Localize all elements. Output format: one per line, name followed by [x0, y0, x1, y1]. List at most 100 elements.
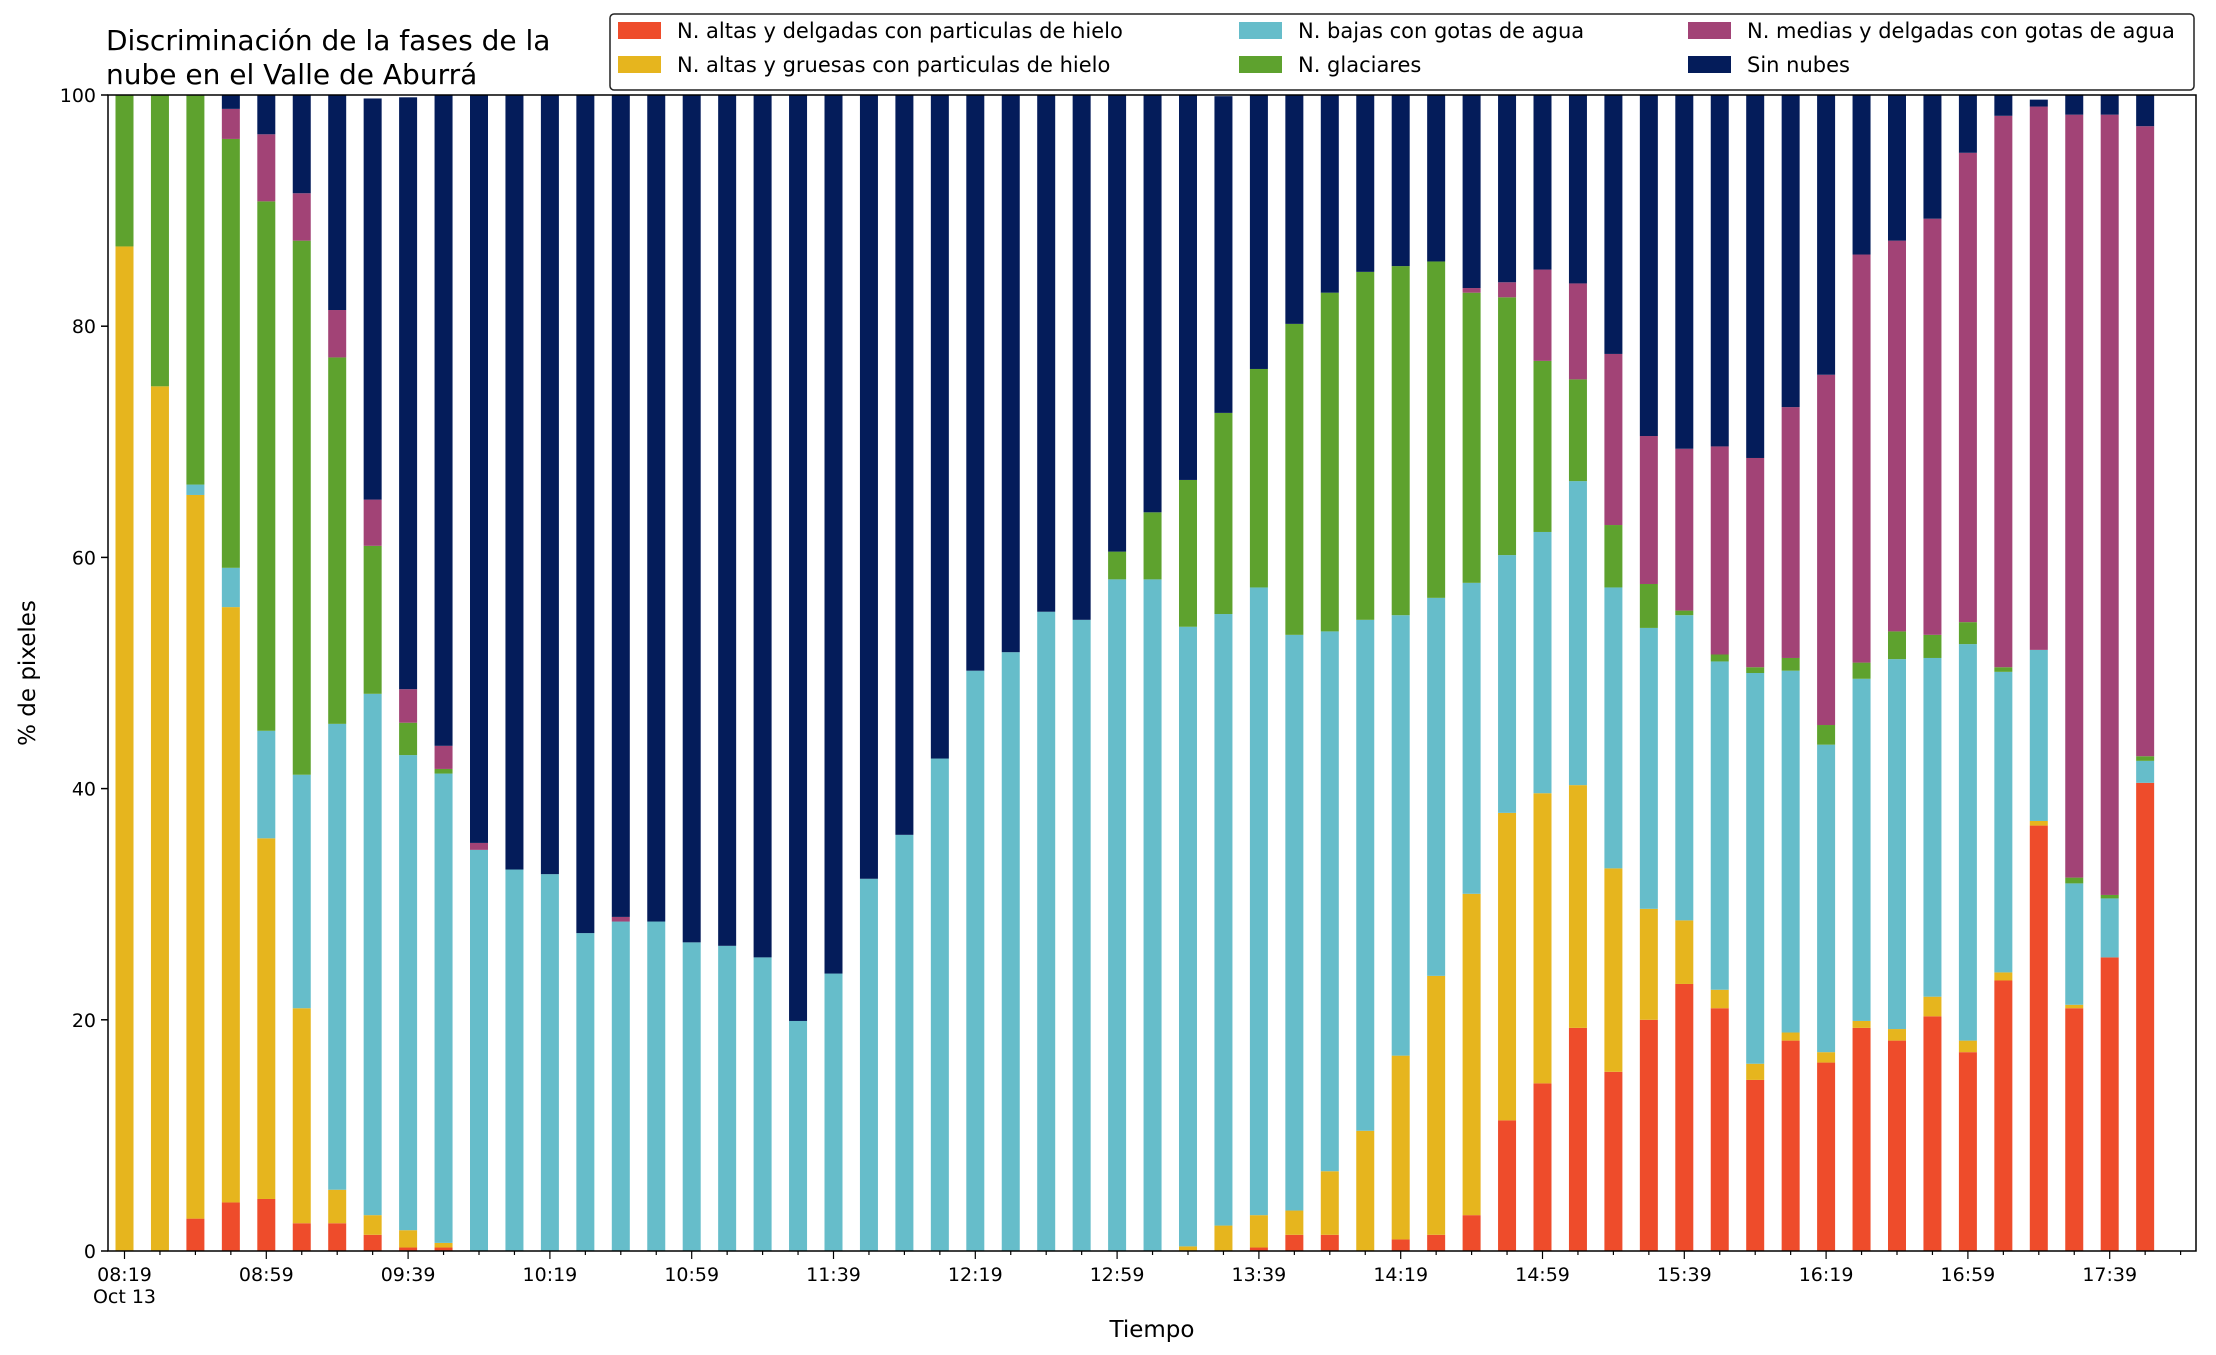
- bar-segment: [1108, 95, 1127, 552]
- x-axis-label: Tiempo: [1109, 1317, 1195, 1343]
- bar-segment: [1817, 1062, 1836, 1251]
- y-tick-label: 40: [72, 779, 96, 801]
- legend-frame: [609, 13, 2195, 91]
- bar-segment: [399, 97, 418, 690]
- bar-segment: [1852, 1027, 1871, 1251]
- bar-segment: [1888, 1040, 1906, 1251]
- bar-segment: [1675, 615, 1694, 921]
- bar-segment: [1604, 95, 1623, 354]
- bar-segment: [1462, 582, 1481, 894]
- bar-segment: [1888, 631, 1906, 660]
- bar-segment: [186, 1218, 205, 1251]
- bar-segment: [1462, 1215, 1481, 1251]
- bar-segment: [363, 98, 382, 500]
- bar-segment: [718, 945, 737, 1251]
- bar-segment: [1427, 261, 1446, 598]
- bar-segment: [1320, 631, 1339, 1172]
- bar-segment: [328, 1189, 347, 1224]
- bar-segment: [363, 545, 382, 694]
- bar-segment: [1285, 1234, 1304, 1251]
- bar-segment: [1568, 1027, 1587, 1251]
- legend-label: N. bajas con gotas de agua: [1298, 19, 1584, 43]
- bar-segment: [1214, 1225, 1233, 1251]
- x-tick-label: 17:39: [2082, 1264, 2137, 1286]
- bar-segment: [1888, 1029, 1906, 1041]
- bar-segment: [1498, 555, 1517, 813]
- bar-segment: [1923, 218, 1942, 635]
- bar-segment: [1852, 95, 1871, 255]
- x-tick-label: 09:39: [381, 1264, 436, 1286]
- bar-segment: [1391, 615, 1410, 1056]
- bar-segment: [257, 95, 276, 135]
- bar-segment: [1746, 457, 1765, 668]
- bar-segment: [1391, 1239, 1410, 1251]
- chart-title-line-1: Discriminación de la fases de la: [106, 24, 550, 57]
- bar-segment: [115, 95, 134, 247]
- legend-label: Sin nubes: [1747, 53, 1850, 77]
- bar-segment: [257, 730, 276, 839]
- bar-segment: [2136, 126, 2155, 757]
- bar-segment: [221, 138, 240, 568]
- bar-segment: [1249, 1215, 1268, 1248]
- bar-segment: [895, 95, 914, 835]
- bar-segment: [1533, 269, 1552, 361]
- bar-segment: [328, 1223, 347, 1251]
- bar-segment: [1994, 115, 2013, 668]
- bar-segment: [1179, 1246, 1197, 1251]
- x-tick-label: 13:39: [1232, 1264, 1287, 1286]
- bar-segment: [363, 1215, 382, 1235]
- bar-segment: [1108, 551, 1127, 580]
- bar-segment: [1249, 587, 1268, 1216]
- bar-segment: [1746, 1063, 1765, 1080]
- bar-segment: [2136, 782, 2155, 1251]
- bar-segment: [1179, 626, 1197, 1247]
- bar-segment: [2029, 820, 2048, 826]
- chart-title-line-2: nube en el Valle de Aburrá: [106, 58, 477, 91]
- legend-label: N. altas y delgadas con particulas de hi…: [677, 19, 1123, 43]
- y-tick-label: 60: [72, 547, 96, 569]
- bar-segment: [2029, 649, 2048, 821]
- bar-segment: [2065, 114, 2084, 878]
- bar-segment: [115, 246, 134, 1251]
- bar-segment: [257, 838, 276, 1199]
- bar-segment: [1710, 989, 1729, 1009]
- bar-segment: [1817, 725, 1836, 745]
- bar-segment: [753, 957, 772, 1251]
- bar-segment: [1675, 983, 1694, 1251]
- bar-segment: [363, 499, 382, 546]
- legend-swatch: [618, 56, 661, 73]
- bar-segment: [1781, 657, 1800, 671]
- bar-segment: [434, 1242, 453, 1248]
- bar-segment: [1356, 1130, 1375, 1251]
- bar-segment: [1675, 448, 1694, 611]
- bar-segment: [221, 1202, 240, 1251]
- bar-segment: [540, 874, 559, 1251]
- bar-segment: [611, 916, 630, 922]
- bar-segment: [186, 95, 205, 485]
- bar-segment: [824, 973, 843, 1251]
- bar-segment: [257, 201, 276, 731]
- bar-segment: [434, 773, 453, 1243]
- bar-segment: [1888, 659, 1906, 1030]
- bar-segment: [1923, 1016, 1942, 1251]
- bar-segment: [2136, 760, 2155, 783]
- bar-segment: [2065, 1008, 2084, 1251]
- bar-segment: [328, 95, 347, 311]
- legend-label: N. glaciares: [1298, 53, 1421, 77]
- bar-segment: [1639, 95, 1658, 437]
- legend-swatch: [618, 22, 661, 39]
- bar-segment: [1604, 587, 1623, 869]
- bar-segment: [292, 1223, 311, 1251]
- bar-segment: [1533, 793, 1552, 1084]
- bar-segment: [505, 95, 524, 870]
- bar-segment: [1285, 95, 1304, 324]
- bar-segment: [1746, 1079, 1765, 1251]
- bar-segment: [1675, 610, 1694, 616]
- legend-label: N. medias y delgadas con gotas de agua: [1747, 19, 2175, 43]
- bars-group: [115, 95, 2155, 1251]
- x-tick-label: 08:59: [239, 1264, 294, 1286]
- bar-segment: [1356, 619, 1375, 1131]
- bar-segment: [1710, 95, 1729, 447]
- bar-segment: [1249, 95, 1268, 369]
